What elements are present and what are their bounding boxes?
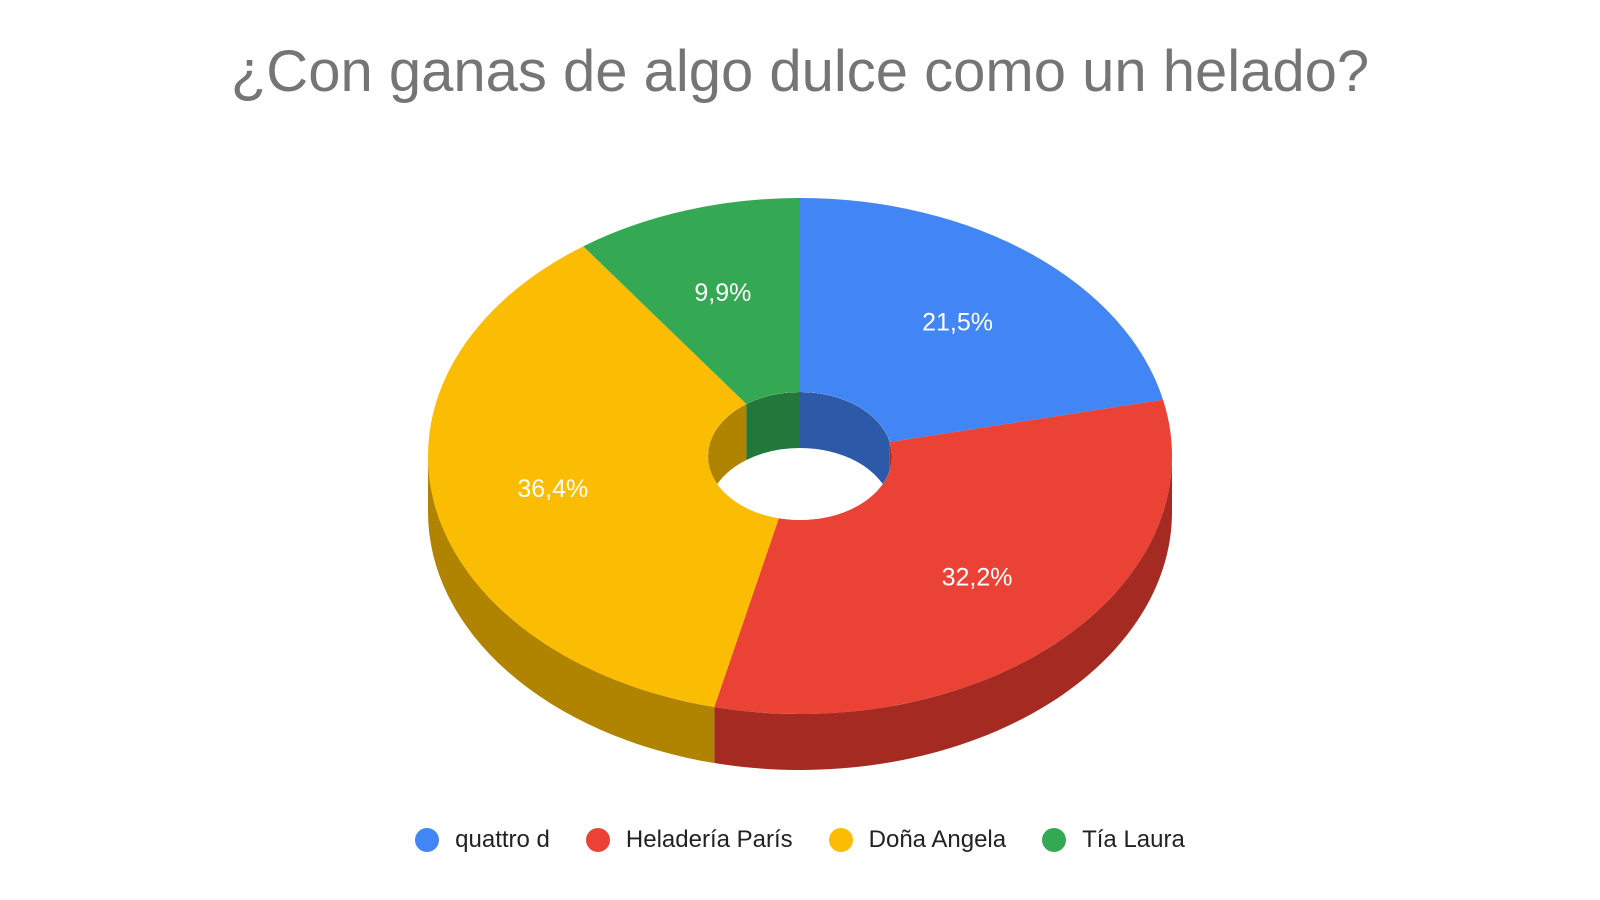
- slice-inner-wall-2: [708, 403, 747, 512]
- slice-label-1: 32,2%: [942, 564, 1013, 592]
- legend-item-heladeria-paris: Heladería París: [585, 826, 793, 854]
- legend-dot: [828, 828, 853, 852]
- legend-item-dona-angela: Doña Angela: [828, 826, 1007, 854]
- slice-inner-wall-3: [746, 392, 800, 460]
- legend-label: Tía Laura: [1082, 826, 1185, 853]
- legend: quattro d Heladería París Doña Angela Tí…: [0, 826, 1600, 854]
- legend-label: Heladería París: [625, 826, 793, 853]
- chart-title: ¿Con ganas de algo dulce como un helado?: [230, 39, 1370, 104]
- legend-item-quattro-d: quattro d: [415, 826, 550, 854]
- slice-label-0: 21,5%: [922, 309, 993, 337]
- slice-2: [428, 246, 779, 708]
- slice-label-3: 9,9%: [694, 279, 751, 307]
- slice-side-2: [428, 456, 715, 764]
- legend-dot: [585, 828, 610, 852]
- slice-0: [800, 198, 1164, 443]
- slice-side-1: [714, 456, 1172, 770]
- legend-dot: [1042, 828, 1067, 852]
- slice-label-2: 36,4%: [517, 475, 588, 503]
- slice-inner-wall-0: [800, 392, 890, 499]
- legend-label: Doña Angela: [868, 826, 1007, 853]
- legend-item-tia-laura: Tía Laura: [1042, 826, 1185, 854]
- legend-dot: [415, 828, 440, 852]
- legend-label: quattro d: [455, 826, 550, 853]
- slice-1: [714, 399, 1172, 714]
- slice-3: [583, 198, 800, 404]
